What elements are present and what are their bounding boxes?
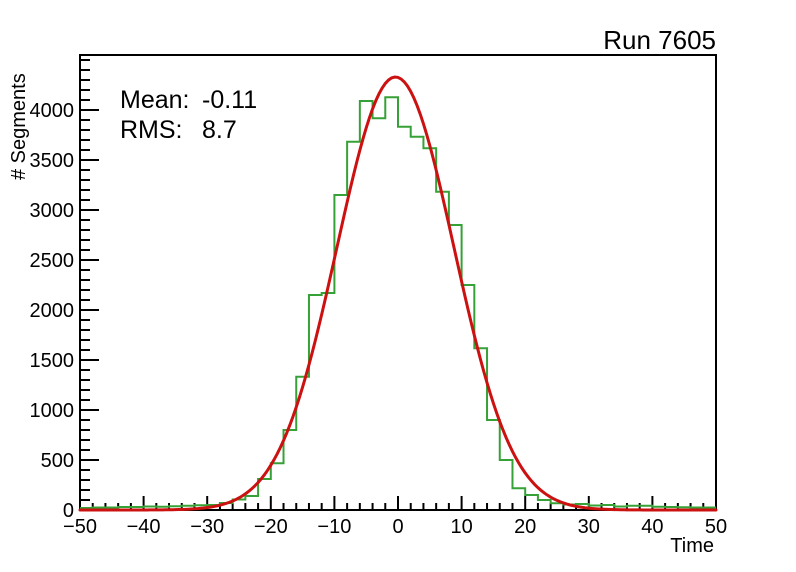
x-tick-label: 50 xyxy=(705,516,727,538)
y-tick-label: 500 xyxy=(41,450,74,472)
x-tick-label: 40 xyxy=(641,516,663,538)
y-tick-label: 3500 xyxy=(30,150,75,172)
x-tick-label: −10 xyxy=(317,516,351,538)
x-tick-label: −50 xyxy=(63,516,97,538)
y-tick-label: 0 xyxy=(63,500,74,522)
y-tick-label: 1000 xyxy=(30,400,75,422)
y-axis-title: # Segments xyxy=(8,73,30,180)
stats-box: Mean: -0.11 RMS: 8.7 xyxy=(120,85,257,145)
x-tick-label: 10 xyxy=(450,516,472,538)
x-tick-label: 30 xyxy=(578,516,600,538)
stats-mean-label: Mean: xyxy=(120,86,190,114)
x-axis-title: Time xyxy=(670,535,714,557)
x-tick-label: 0 xyxy=(392,516,403,538)
x-tick-label: −20 xyxy=(254,516,288,538)
x-tick-label: 20 xyxy=(514,516,536,538)
y-tick-label: 1500 xyxy=(30,350,75,372)
x-tick-label: −40 xyxy=(127,516,161,538)
fit-curve xyxy=(78,75,718,512)
stats-rms-value: 8.7 xyxy=(202,116,237,144)
y-tick-label: 2500 xyxy=(30,250,75,272)
stats-mean-value: -0.11 xyxy=(202,86,258,114)
y-tick-label: 2000 xyxy=(30,300,75,322)
x-tick-label: −30 xyxy=(190,516,224,538)
stats-rms-label: RMS: xyxy=(120,116,183,144)
histogram-outline xyxy=(80,96,716,509)
y-tick-label: 4000 xyxy=(30,100,75,122)
y-tick-label: 3000 xyxy=(30,200,75,222)
chart-title: Run 7605 xyxy=(603,25,716,55)
